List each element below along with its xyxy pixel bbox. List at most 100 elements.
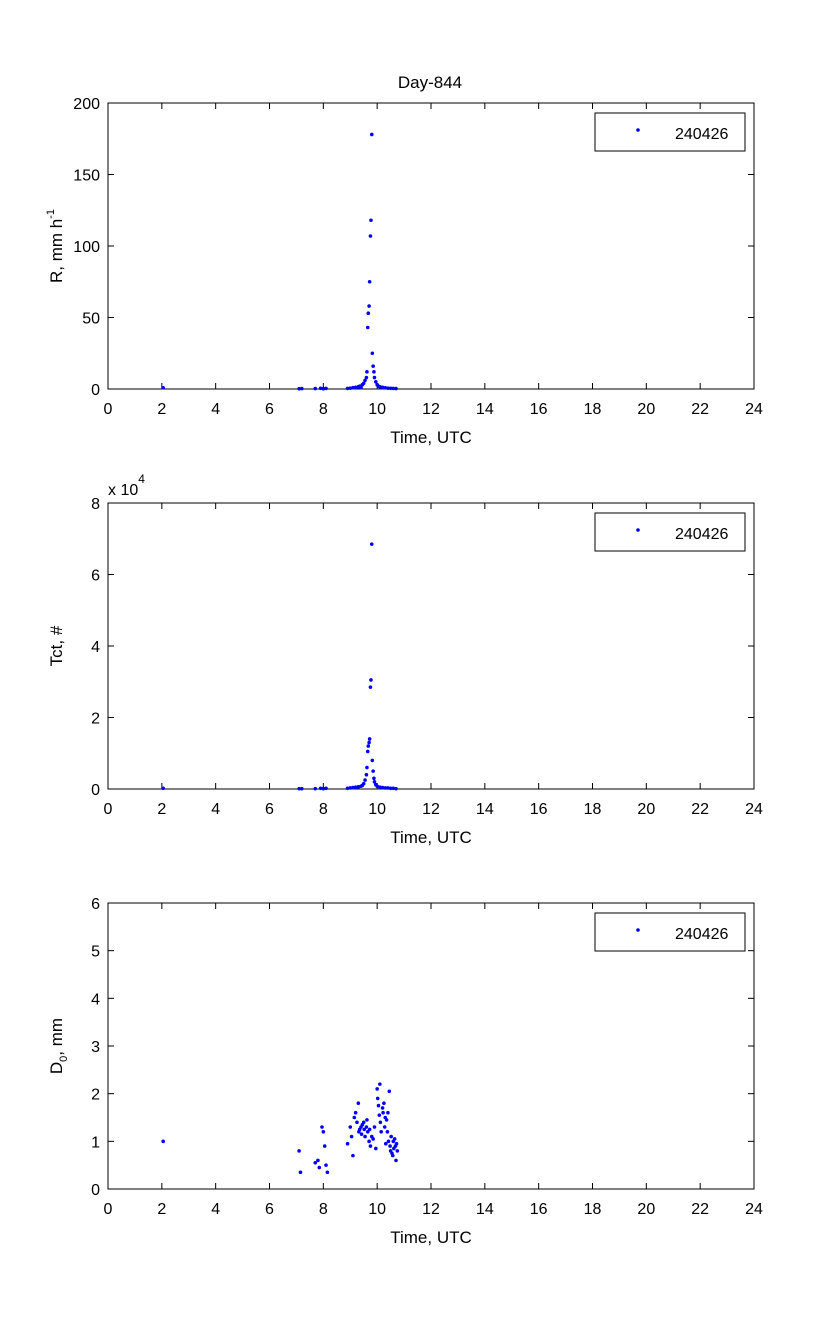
data-point: [394, 786, 398, 791]
y-axis-label: Tct, #: [47, 625, 66, 666]
data-point: [386, 786, 390, 790]
data-point: [371, 1137, 375, 1141]
data-point: [368, 685, 373, 689]
legend-box: [594, 112, 746, 152]
y-tick-label: 1: [91, 1134, 100, 1151]
y-tick-label: 6: [91, 568, 100, 585]
data-point: [374, 380, 378, 384]
data-point: [369, 678, 373, 682]
figure-title: Day-844: [398, 73, 462, 92]
x-tick-label: 2: [157, 401, 166, 418]
data-point: [356, 1101, 361, 1105]
x-tick-label: 14: [476, 1201, 494, 1218]
y-tick-label: 0: [91, 782, 100, 799]
x-tick-label: 8: [319, 801, 328, 818]
data-point: [353, 1110, 358, 1115]
data-point: [353, 785, 358, 790]
data-point: [324, 1163, 328, 1167]
legend: 240426: [594, 912, 746, 952]
y-tick-label: 6: [91, 896, 100, 913]
data-point: [380, 785, 385, 790]
legend-marker: [636, 928, 640, 932]
y-tick-label: 0: [91, 1182, 100, 1199]
data-point: [369, 218, 373, 223]
data-point: [365, 765, 369, 770]
data-point: [363, 378, 367, 383]
data-point: [313, 1160, 318, 1165]
data-point: [325, 1170, 330, 1175]
x-axis-label: Time, UTC: [390, 1228, 472, 1247]
x-axis-label: Time, UTC: [390, 828, 472, 847]
data-point: [351, 785, 355, 790]
data-point: [361, 1120, 366, 1125]
data-point: [368, 234, 373, 238]
legend-label: 240426: [675, 526, 728, 543]
data-point: [365, 749, 370, 754]
data-point: [361, 381, 366, 386]
data-point: [345, 386, 350, 391]
data-point: [382, 1125, 387, 1129]
x-tick-label: 24: [745, 1201, 763, 1218]
data-point: [388, 386, 393, 391]
y-tick-label: 100: [73, 239, 100, 256]
data-point: [376, 1103, 381, 1108]
x-tick-label: 24: [745, 401, 763, 418]
x-tick-label: 12: [422, 801, 440, 818]
data-point: [367, 304, 371, 308]
x-tick-label: 16: [530, 801, 548, 818]
data-point: [297, 386, 301, 391]
legend-box: [594, 512, 746, 552]
x-tick-label: 16: [530, 1201, 548, 1218]
x-tick-label: 2: [157, 801, 166, 818]
data-point: [372, 375, 377, 380]
data-point: [378, 785, 382, 790]
y-tick-label: 8: [91, 496, 100, 513]
series-240426: [161, 132, 398, 391]
x-tick-label: 22: [691, 401, 709, 418]
data-point: [321, 386, 326, 391]
data-point: [361, 781, 366, 786]
x-tick-label: 6: [265, 1201, 274, 1218]
data-point: [395, 1149, 400, 1153]
data-point: [345, 786, 350, 791]
data-point: [320, 1125, 324, 1129]
data-point: [394, 386, 398, 391]
data-point: [391, 786, 396, 791]
x-tick-label: 0: [104, 401, 113, 418]
x-tick-label: 24: [745, 801, 763, 818]
series-240426: [161, 542, 398, 791]
data-point: [394, 1158, 398, 1163]
data-point: [365, 325, 370, 330]
y-tick-label: 3: [91, 1039, 100, 1056]
data-point: [363, 1134, 367, 1139]
legend-label: 240426: [675, 926, 728, 943]
data-point: [359, 385, 363, 390]
x-tick-label: 6: [265, 801, 274, 818]
data-point: [391, 386, 396, 391]
data-point: [316, 1158, 320, 1163]
data-point: [390, 1153, 395, 1158]
data-point: [367, 1139, 371, 1144]
data-point: [368, 1144, 373, 1148]
data-point: [377, 1113, 382, 1117]
data-point: [388, 1144, 392, 1148]
data-point: [378, 1120, 383, 1125]
x-tick-label: 10: [368, 401, 386, 418]
y-tick-label: 150: [73, 168, 100, 185]
x-tick-label: 22: [691, 1201, 709, 1218]
data-point: [348, 386, 353, 390]
series-240426: [161, 1082, 400, 1175]
data-point: [366, 311, 371, 316]
x-tick-label: 20: [637, 801, 655, 818]
data-point: [384, 1118, 389, 1122]
data-point: [386, 386, 390, 390]
data-point: [371, 769, 375, 773]
data-point: [387, 1089, 392, 1094]
x-tick-label: 10: [368, 1201, 386, 1218]
data-point: [382, 1101, 386, 1105]
data-point: [370, 351, 375, 356]
data-point: [348, 1125, 353, 1129]
x-tick-label: 20: [637, 401, 655, 418]
data-point: [321, 786, 326, 791]
